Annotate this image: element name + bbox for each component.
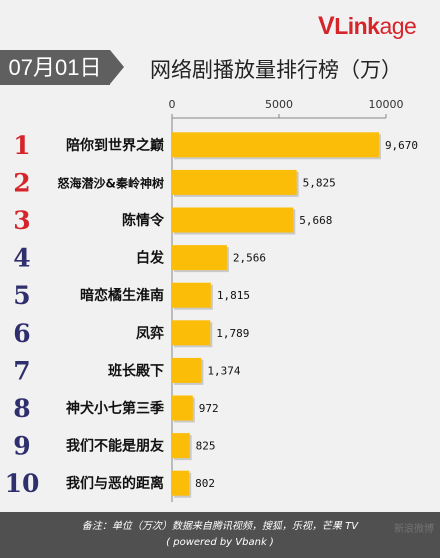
category-label: 班长殿下 (108, 362, 164, 379)
rank-number: 1 (13, 131, 30, 160)
date-badge: 07月01日 (0, 50, 124, 85)
bar (172, 395, 193, 421)
logo-v: V (318, 12, 335, 40)
value-label: 1,789 (216, 327, 249, 340)
value-label: 5,668 (299, 214, 332, 227)
x-tick-label: 10000 (369, 98, 404, 111)
rank-number: 3 (13, 206, 30, 235)
rank-number: 2 (13, 168, 30, 197)
value-label: 825 (196, 440, 216, 453)
bar (172, 357, 202, 383)
category-label: 暗恋橘生淮南 (80, 287, 164, 304)
value-label: 9,670 (385, 139, 418, 152)
footer-credit: ( powered by Vbank ) (166, 537, 274, 548)
x-tick-label: 0 (169, 98, 176, 111)
rank-number: 10 (5, 469, 40, 498)
rank-number: 8 (13, 394, 30, 423)
logo-link: Link (334, 13, 380, 39)
x-tick-label: 5000 (265, 98, 293, 111)
rank-number: 6 (13, 319, 30, 348)
category-label: 陈情令 (122, 212, 165, 229)
category-label: 陪你到世界之巅 (66, 137, 164, 154)
bar (172, 433, 190, 459)
category-label: 我们与恶的距离 (66, 475, 164, 492)
bar-chart: 0 5000 10000 1 陪你到世界之巅 9,670 2 怒海潜沙&秦岭神树 5,825 3 陈… (5, 98, 418, 502)
bar (172, 470, 190, 496)
rank-number: 4 (13, 244, 30, 273)
value-label: 1,815 (217, 289, 250, 302)
bar (172, 169, 297, 195)
value-label: 5,825 (303, 176, 336, 189)
watermark: 新浪微博 (394, 524, 434, 535)
category-label: 白发 (136, 250, 165, 267)
category-label: 我们不能是朋友 (66, 438, 164, 455)
footer: 备注：单位（万次）数据来自腾讯视频，搜狐，乐视，芒果 TV ( powered … (0, 512, 440, 558)
value-label: 802 (195, 477, 215, 490)
value-label: 2,566 (233, 252, 266, 265)
rank-number: 7 (13, 356, 30, 385)
footer-note: 备注：单位（万次）数据来自腾讯视频，搜狐，乐视，芒果 TV (81, 521, 359, 532)
value-label: 1,374 (207, 364, 240, 377)
bar (172, 282, 211, 308)
category-label: 神犬小七第三季 (66, 400, 164, 417)
bar (172, 207, 294, 233)
category-label: 凤弈 (136, 325, 164, 342)
bar (172, 132, 379, 158)
bar (172, 245, 227, 271)
vlinkage-logo: VLinkage (318, 12, 417, 41)
value-label: 972 (199, 402, 219, 415)
chart-title: 网络剧播放量排行榜（万） (150, 58, 402, 82)
rank-number: 9 (13, 432, 30, 461)
logo-age: age (379, 13, 417, 39)
bar (172, 320, 211, 346)
rank-number: 5 (13, 281, 30, 310)
category-label: 怒海潜沙&秦岭神树 (58, 175, 164, 190)
